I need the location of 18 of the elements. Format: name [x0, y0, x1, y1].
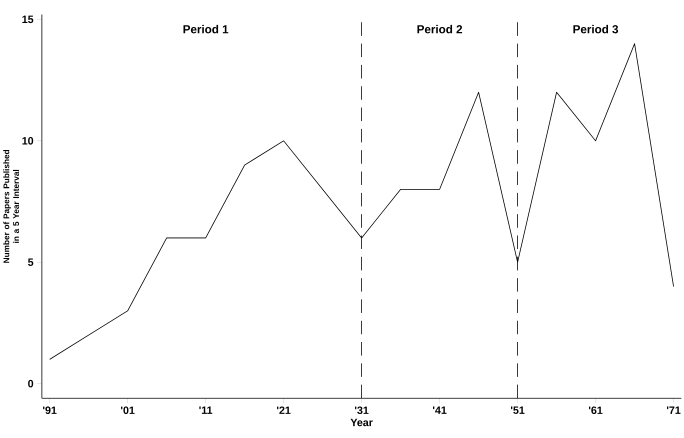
x-tick-label: '01 [121, 406, 135, 414]
annotation: Period 2 [417, 24, 462, 34]
annotation: Period 3 [573, 24, 618, 34]
x-axis-title: Year [350, 418, 373, 426]
x-tick-label: '31 [354, 406, 369, 414]
x-tick-label: '91 [43, 406, 57, 414]
x-tick-label: '21 [277, 406, 291, 414]
x-tick-label: '51 [510, 406, 524, 414]
y-tick-label: 5 [28, 258, 34, 266]
y-tick-label: 15 [22, 16, 34, 24]
annotation: Period 1 [183, 24, 228, 34]
x-tick-label: '61 [588, 406, 602, 414]
x-tick-label: '71 [666, 406, 680, 414]
y-tick-label: 0 [28, 380, 34, 388]
x-tick-label: '11 [199, 406, 212, 414]
y-axis-title: Number of Papers Published in a 5 Year Interval [3, 150, 19, 263]
x-tick-label: '41 [432, 406, 446, 414]
y-tick-label: 10 [22, 137, 34, 145]
